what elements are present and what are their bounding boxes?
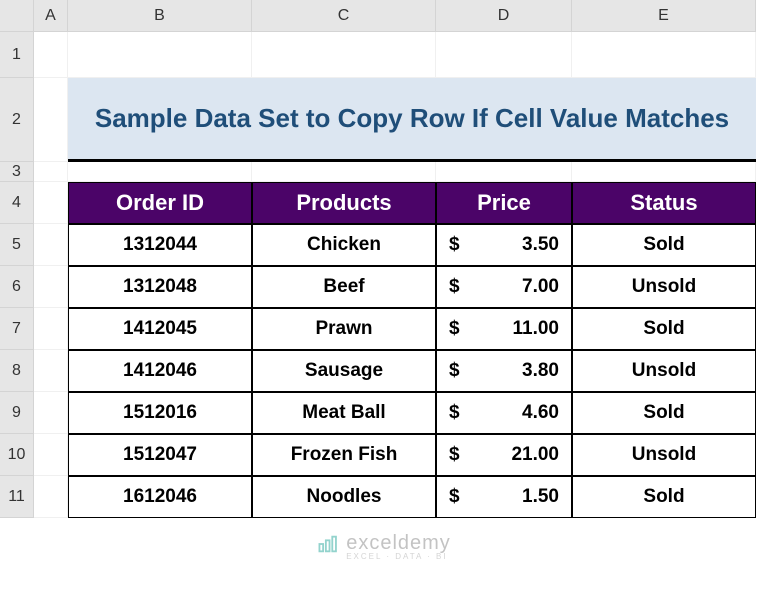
table-cell-status[interactable]: Unsold xyxy=(572,350,756,392)
table-cell-price[interactable]: $4.60 xyxy=(436,392,572,434)
price-value: 1.50 xyxy=(522,486,559,508)
cell[interactable] xyxy=(68,32,252,78)
select-all-corner[interactable] xyxy=(0,0,34,32)
price-value: 4.60 xyxy=(522,402,559,424)
row-header-4[interactable]: 4 xyxy=(0,182,34,224)
row-header-6[interactable]: 6 xyxy=(0,266,34,308)
row-header-7[interactable]: 7 xyxy=(0,308,34,350)
cell[interactable] xyxy=(572,32,756,78)
table-cell-product[interactable]: Noodles xyxy=(252,476,436,518)
currency-symbol: $ xyxy=(449,276,460,298)
col-header-c[interactable]: C xyxy=(252,0,436,32)
cell[interactable] xyxy=(34,224,68,266)
table-cell-status[interactable]: Sold xyxy=(572,224,756,266)
cell[interactable] xyxy=(34,182,68,224)
cell[interactable] xyxy=(436,162,572,182)
cell[interactable] xyxy=(252,162,436,182)
cell[interactable] xyxy=(68,162,252,182)
table-cell-product[interactable]: Frozen Fish xyxy=(252,434,436,476)
row-header-8[interactable]: 8 xyxy=(0,350,34,392)
cell[interactable] xyxy=(34,162,68,182)
col-header-e[interactable]: E xyxy=(572,0,756,32)
table-cell-product[interactable]: Beef xyxy=(252,266,436,308)
watermark-text: exceldemy xyxy=(346,533,451,553)
table-header-status[interactable]: Status xyxy=(572,182,756,224)
cell[interactable] xyxy=(34,476,68,518)
watermark-subtext: EXCEL · DATA · BI xyxy=(346,553,451,561)
table-cell-price[interactable]: $1.50 xyxy=(436,476,572,518)
row-header-5[interactable]: 5 xyxy=(0,224,34,266)
table-cell-product[interactable]: Sausage xyxy=(252,350,436,392)
spreadsheet-grid: A B C D E 1 2 3 4 5 6 7 8 9 10 11 Sample… xyxy=(0,0,767,518)
title-cell[interactable]: Sample Data Set to Copy Row If Cell Valu… xyxy=(68,78,756,162)
table-header-price[interactable]: Price xyxy=(436,182,572,224)
currency-symbol: $ xyxy=(449,318,460,340)
table-cell-order[interactable]: 1512047 xyxy=(68,434,252,476)
price-value: 21.00 xyxy=(511,444,559,466)
currency-symbol: $ xyxy=(449,486,460,508)
table-cell-status[interactable]: Sold xyxy=(572,392,756,434)
table-cell-product[interactable]: Chicken xyxy=(252,224,436,266)
watermark: exceldemy EXCEL · DATA · BI xyxy=(316,533,451,561)
row-header-11[interactable]: 11 xyxy=(0,476,34,518)
chart-icon xyxy=(316,533,338,561)
table-cell-order[interactable]: 1512016 xyxy=(68,392,252,434)
cell[interactable] xyxy=(436,32,572,78)
row-header-3[interactable]: 3 xyxy=(0,162,34,182)
table-cell-price[interactable]: $11.00 xyxy=(436,308,572,350)
price-value: 3.80 xyxy=(522,360,559,382)
cell[interactable] xyxy=(34,392,68,434)
col-header-d[interactable]: D xyxy=(436,0,572,32)
table-cell-price[interactable]: $21.00 xyxy=(436,434,572,476)
row-header-1[interactable]: 1 xyxy=(0,32,34,78)
row-header-10[interactable]: 10 xyxy=(0,434,34,476)
table-cell-status[interactable]: Unsold xyxy=(572,434,756,476)
price-value: 11.00 xyxy=(513,318,560,340)
cell[interactable] xyxy=(34,78,68,162)
currency-symbol: $ xyxy=(449,360,460,382)
table-cell-price[interactable]: $7.00 xyxy=(436,266,572,308)
col-header-a[interactable]: A xyxy=(34,0,68,32)
table-cell-order[interactable]: 1612046 xyxy=(68,476,252,518)
table-cell-status[interactable]: Unsold xyxy=(572,266,756,308)
table-cell-price[interactable]: $3.50 xyxy=(436,224,572,266)
cell[interactable] xyxy=(34,350,68,392)
table-header-products[interactable]: Products xyxy=(252,182,436,224)
cell[interactable] xyxy=(572,162,756,182)
table-cell-order[interactable]: 1412045 xyxy=(68,308,252,350)
currency-symbol: $ xyxy=(449,234,460,256)
price-value: 3.50 xyxy=(522,234,559,256)
cell[interactable] xyxy=(34,266,68,308)
row-header-9[interactable]: 9 xyxy=(0,392,34,434)
table-cell-order[interactable]: 1312048 xyxy=(68,266,252,308)
table-cell-status[interactable]: Sold xyxy=(572,308,756,350)
price-value: 7.00 xyxy=(522,276,559,298)
table-cell-order[interactable]: 1412046 xyxy=(68,350,252,392)
cell[interactable] xyxy=(34,434,68,476)
col-header-b[interactable]: B xyxy=(68,0,252,32)
table-cell-status[interactable]: Sold xyxy=(572,476,756,518)
cell[interactable] xyxy=(34,32,68,78)
table-cell-price[interactable]: $3.80 xyxy=(436,350,572,392)
table-cell-product[interactable]: Prawn xyxy=(252,308,436,350)
cell[interactable] xyxy=(252,32,436,78)
currency-symbol: $ xyxy=(449,444,460,466)
cell[interactable] xyxy=(34,308,68,350)
table-header-order[interactable]: Order ID xyxy=(68,182,252,224)
currency-symbol: $ xyxy=(449,402,460,424)
row-header-2[interactable]: 2 xyxy=(0,78,34,162)
table-cell-order[interactable]: 1312044 xyxy=(68,224,252,266)
table-cell-product[interactable]: Meat Ball xyxy=(252,392,436,434)
